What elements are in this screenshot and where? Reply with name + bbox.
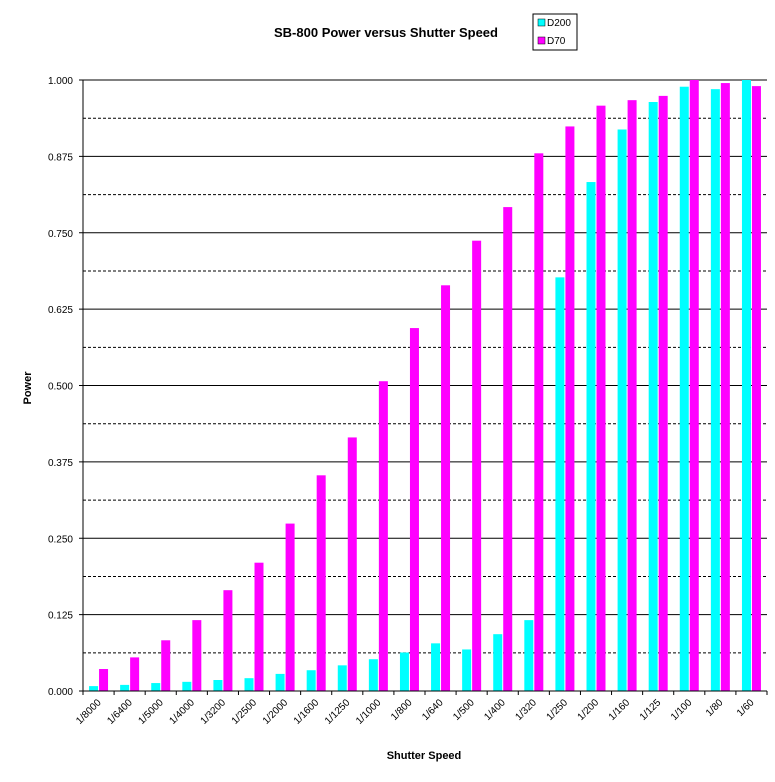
bar-d200-1-8000 <box>89 686 99 691</box>
x-tick-labels: 1/8000 1/6400 1/5000 1/4000 1/3200 1/2500 1/20… <box>74 697 757 727</box>
bar-d200-1-125 <box>648 101 658 692</box>
bar-d200-1-60 <box>741 80 751 691</box>
bar-d200-1-1000 <box>368 659 378 691</box>
x-tick-label: 1/500 <box>451 697 477 723</box>
x-tick-label: 1/4000 <box>168 697 198 727</box>
bar-d200-1-400 <box>493 634 503 691</box>
y-tick-label: 0.000 <box>48 687 73 698</box>
legend: D200 D70 <box>532 13 578 51</box>
axes <box>79 79 768 695</box>
bar-d70-1-250 <box>565 126 575 692</box>
x-tick-label: 1/1000 <box>354 697 384 727</box>
bar-d70-1-160 <box>627 100 637 691</box>
bar-d70-1-1600 <box>316 475 326 691</box>
bar-d200-1-2000 <box>275 673 285 691</box>
x-tick-label: 1/60 <box>735 697 757 719</box>
x-tick-label: 1/800 <box>389 697 415 723</box>
bar-d200-1-160 <box>617 129 627 692</box>
y-tick-label: 0.375 <box>48 458 73 469</box>
x-tick-label: 1/6400 <box>105 697 135 727</box>
bar-d200-1-5000 <box>151 683 161 691</box>
y-tick-label: 1.000 <box>48 76 73 87</box>
bar-d70-1-1250 <box>347 437 357 691</box>
x-tick-label: 1/80 <box>704 697 726 719</box>
y-tick-label: 0.125 <box>48 611 73 622</box>
x-tick-label: 1/250 <box>545 697 571 723</box>
y-tick-label: 0.500 <box>48 382 73 393</box>
bar-d70-1-4000 <box>192 620 202 691</box>
x-tick-label: 1/5000 <box>136 697 166 727</box>
x-tick-label: 1/1250 <box>323 697 353 727</box>
bar-d70-1-500 <box>472 240 482 691</box>
bar-d70-1-3200 <box>223 590 233 691</box>
x-axis-title: Shutter Speed <box>387 750 462 762</box>
bar-d70-1-100 <box>689 80 699 691</box>
x-tick-label: 1/160 <box>607 697 633 723</box>
bar-d70-1-320 <box>534 153 544 691</box>
bar-d70-1-640 <box>441 285 451 691</box>
legend-label-d200: D200 <box>547 18 571 29</box>
bar-d200-1-500 <box>462 649 472 691</box>
bar-d70-1-400 <box>503 207 513 691</box>
x-tick-label: 1/1600 <box>292 697 322 727</box>
bar-d200-1-4000 <box>182 681 192 691</box>
bar-d70-1-200 <box>596 105 606 692</box>
x-tick-label: 1/400 <box>482 697 508 723</box>
x-tick-label: 1/2000 <box>261 697 291 727</box>
bar-d70-1-1000 <box>378 381 388 691</box>
bar-d200-1-250 <box>555 277 565 691</box>
bar-d70-1-60 <box>751 86 761 692</box>
bar-d200-1-100 <box>679 86 689 691</box>
bar-d70-1-80 <box>720 83 730 692</box>
y-tick-label: 0.250 <box>48 534 73 545</box>
y-axis-title: Power <box>22 371 34 405</box>
bar-d70-1-5000 <box>161 640 171 691</box>
x-tick-label: 1/125 <box>638 697 664 723</box>
bar-d70-1-8000 <box>99 669 109 691</box>
bar-d200-1-2500 <box>244 678 254 691</box>
bar-d200-1-320 <box>524 620 534 691</box>
x-tick-label: 1/200 <box>576 697 602 723</box>
x-tick-label: 1/8000 <box>74 697 104 727</box>
bar-d70-1-800 <box>409 328 419 691</box>
bars <box>89 80 761 692</box>
bar-d70-1-2000 <box>285 523 295 691</box>
bar-d200-1-6400 <box>120 684 130 691</box>
x-tick-label: 1/320 <box>513 697 539 723</box>
chart-title: SB-800 Power versus Shutter Speed <box>274 25 498 40</box>
legend-swatch-d70 <box>537 36 546 45</box>
y-tick-labels: 0.000 0.125 0.250 0.375 0.500 0.625 0.750 0.875… <box>48 76 73 698</box>
bar-d70-1-2500 <box>254 562 264 691</box>
bar-d200-1-80 <box>710 89 720 692</box>
legend-label-d70: D70 <box>547 36 566 47</box>
bar-d200-1-1250 <box>337 665 347 691</box>
bar-d70-1-125 <box>658 95 668 692</box>
bar-d70-1-6400 <box>130 657 140 691</box>
bar-d200-1-800 <box>399 652 409 691</box>
y-tick-label: 0.875 <box>48 152 73 163</box>
bar-d200-1-200 <box>586 182 596 692</box>
x-tick-label: 1/640 <box>420 697 446 723</box>
x-tick-label: 1/3200 <box>199 697 229 727</box>
bar-d200-1-1600 <box>306 670 316 691</box>
x-tick-label: 1/2500 <box>230 697 260 727</box>
bar-d200-1-640 <box>431 643 441 691</box>
y-tick-label: 0.750 <box>48 229 73 240</box>
legend-swatch-d200 <box>537 18 546 27</box>
bar-d200-1-3200 <box>213 680 223 691</box>
y-tick-label: 0.625 <box>48 305 73 316</box>
x-tick-label: 1/100 <box>669 697 695 723</box>
